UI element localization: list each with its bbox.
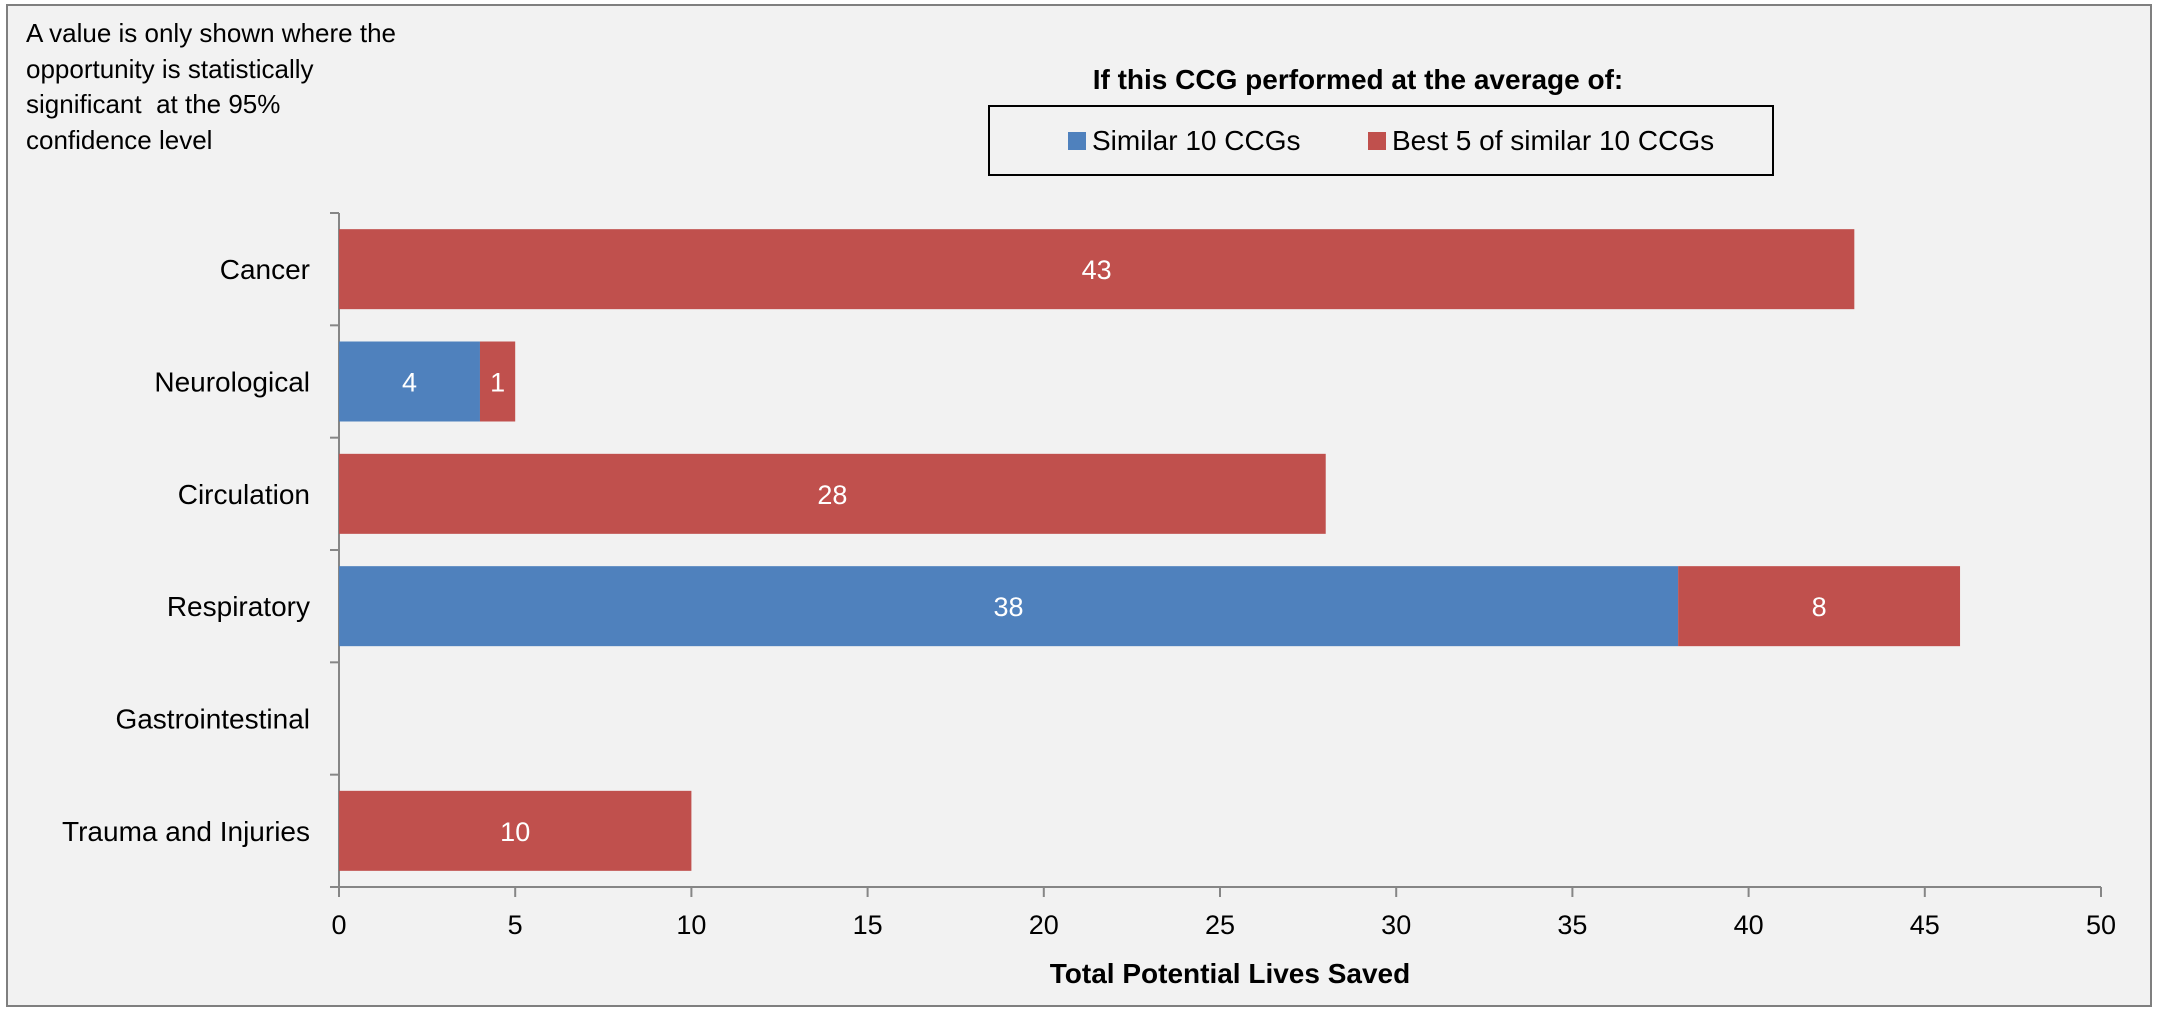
bar-best5 <box>339 229 1855 310</box>
bar-similar <box>339 566 1679 647</box>
bar-best5 <box>339 453 1326 534</box>
category-label: Trauma and Injuries <box>62 816 310 847</box>
data-label: 8 <box>1812 592 1827 622</box>
category-label: Neurological <box>154 367 310 398</box>
x-tick-label: 45 <box>1910 910 1940 940</box>
bar-best5 <box>479 341 516 422</box>
x-tick-label: 5 <box>508 910 523 940</box>
x-axis-title: Total Potential Lives Saved <box>1050 958 1410 989</box>
data-label: 1 <box>490 368 505 398</box>
bar-similar <box>339 341 480 422</box>
data-label: 38 <box>994 592 1024 622</box>
data-label: 4 <box>402 368 417 398</box>
legend-swatch-best5 <box>1368 131 1386 150</box>
x-tick-label: 0 <box>331 910 346 940</box>
x-tick-label: 10 <box>676 910 706 940</box>
legend-swatch-similar <box>1068 131 1086 150</box>
x-tick-label: 25 <box>1205 910 1235 940</box>
x-tick-label: 30 <box>1381 910 1411 940</box>
bar-best5 <box>1678 566 1961 647</box>
legend-label-best5: Best 5 of similar 10 CCGs <box>1392 124 1715 156</box>
significance-note: A value is only shown where the opportun… <box>26 18 404 155</box>
data-label: 43 <box>1082 255 1112 285</box>
legend-item-similar: Similar 10 CCGs <box>1068 107 1300 174</box>
category-label: Cancer <box>220 254 310 285</box>
x-tick-label: 40 <box>1734 910 1764 940</box>
x-tick-label: 20 <box>1029 910 1059 940</box>
bar-best5 <box>339 790 692 871</box>
x-tick-label: 35 <box>1557 910 1587 940</box>
x-tick-label: 15 <box>853 910 883 940</box>
data-label: 10 <box>500 817 530 847</box>
legend-title: If this CCG performed at the average of: <box>1092 64 1624 95</box>
category-label: Gastrointestinal <box>115 704 310 735</box>
legend-label-similar: Similar 10 CCGs <box>1092 124 1301 156</box>
category-label: Circulation <box>178 479 310 510</box>
x-tick-label: 50 <box>2086 910 2116 940</box>
legend-item-best5: Best 5 of similar 10 CCGs <box>1368 107 1714 174</box>
category-label: Respiratory <box>167 591 310 622</box>
legend: Similar 10 CCGs Best 5 of similar 10 CCG… <box>988 105 1774 176</box>
data-label: 28 <box>817 480 847 510</box>
